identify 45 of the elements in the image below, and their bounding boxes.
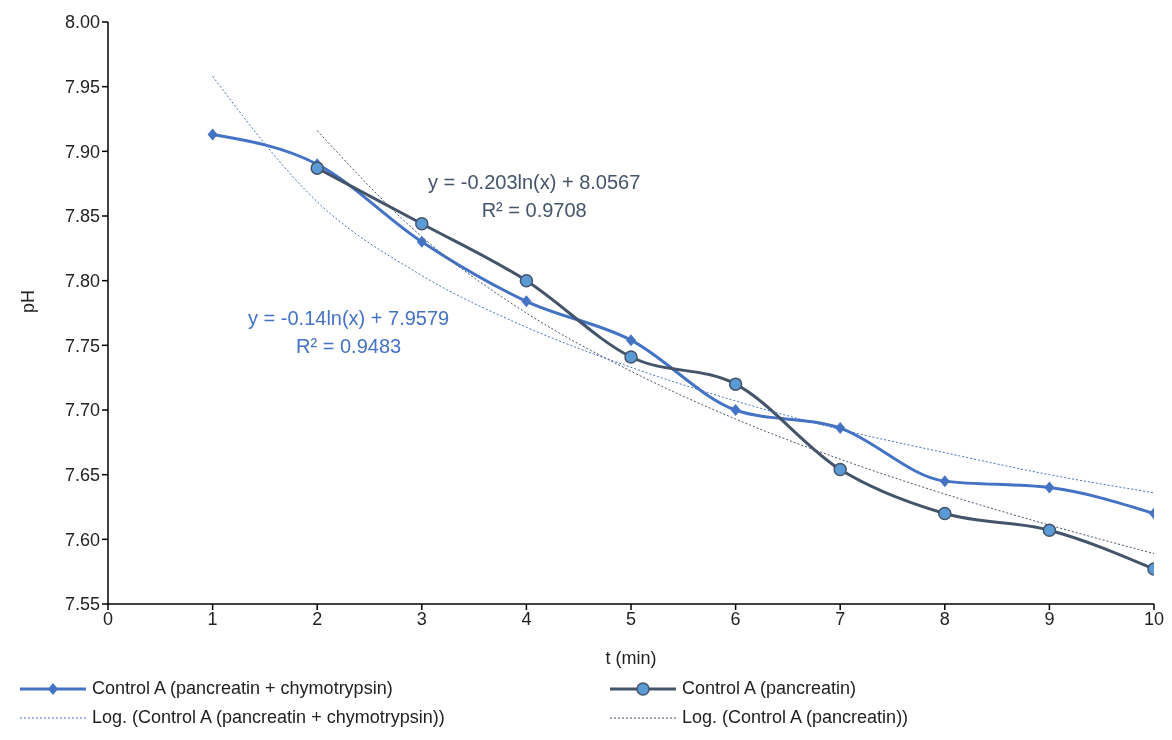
y-tick-label: 7.85 (64, 206, 100, 227)
x-tick-label: 7 (835, 608, 846, 629)
point (626, 334, 636, 347)
point (415, 217, 429, 231)
point (833, 462, 847, 477)
annotation: y = -0.203ln(x) + 8.0567 R² = 0.9708 (428, 170, 641, 223)
y-tick-label: 7.90 (64, 141, 100, 162)
point (310, 161, 324, 175)
legend-label: Control A (pancreatin) (682, 678, 857, 699)
point (624, 350, 638, 364)
x-tick-label: 10 (1143, 608, 1165, 629)
legend-label: Log. (Control A (pancreatin + chymotrypsin)) (92, 707, 445, 728)
y-tick-label: 7.70 (64, 400, 100, 421)
point (416, 235, 427, 248)
point (521, 295, 532, 308)
x-axis-title: t (min) (605, 648, 657, 668)
x-tick-label: 1 (207, 608, 218, 629)
y-tick-label: 8.00 (64, 12, 100, 33)
y-tick-label: 7.55 (64, 594, 100, 615)
point (207, 128, 218, 141)
point (939, 475, 950, 488)
point (1042, 523, 1057, 538)
point (938, 506, 952, 521)
legend-label: Log. (Control A (pancreatin)) (682, 707, 909, 728)
x-tick-label: 3 (416, 608, 427, 629)
annotation: y = -0.14ln(x) + 7.9579 R² = 0.9483 (248, 306, 450, 359)
x-tick-label: 5 (625, 608, 637, 629)
y-tick-label: 7.75 (64, 335, 100, 356)
x-tick-label: 9 (1044, 608, 1055, 629)
y-tick-label: 7.60 (64, 529, 100, 550)
x-tick-label: 2 (312, 608, 323, 629)
y-tick-label: 7.95 (64, 77, 100, 98)
point (730, 404, 741, 416)
y-tick-label: 7.65 (64, 465, 100, 486)
legend-label: Control A (pancreatin + chymotrypsin) (92, 678, 393, 699)
point (835, 422, 846, 435)
x-tick-label: 4 (521, 608, 532, 629)
y-tick-label: 7.80 (64, 271, 100, 292)
x-tick-label: 6 (730, 608, 741, 629)
point (1044, 481, 1055, 494)
x-tick-label: 8 (939, 608, 950, 629)
y-axis-title: pH (18, 289, 39, 313)
point (519, 273, 534, 288)
x-tick-label: 0 (102, 608, 114, 629)
point (728, 377, 743, 391)
